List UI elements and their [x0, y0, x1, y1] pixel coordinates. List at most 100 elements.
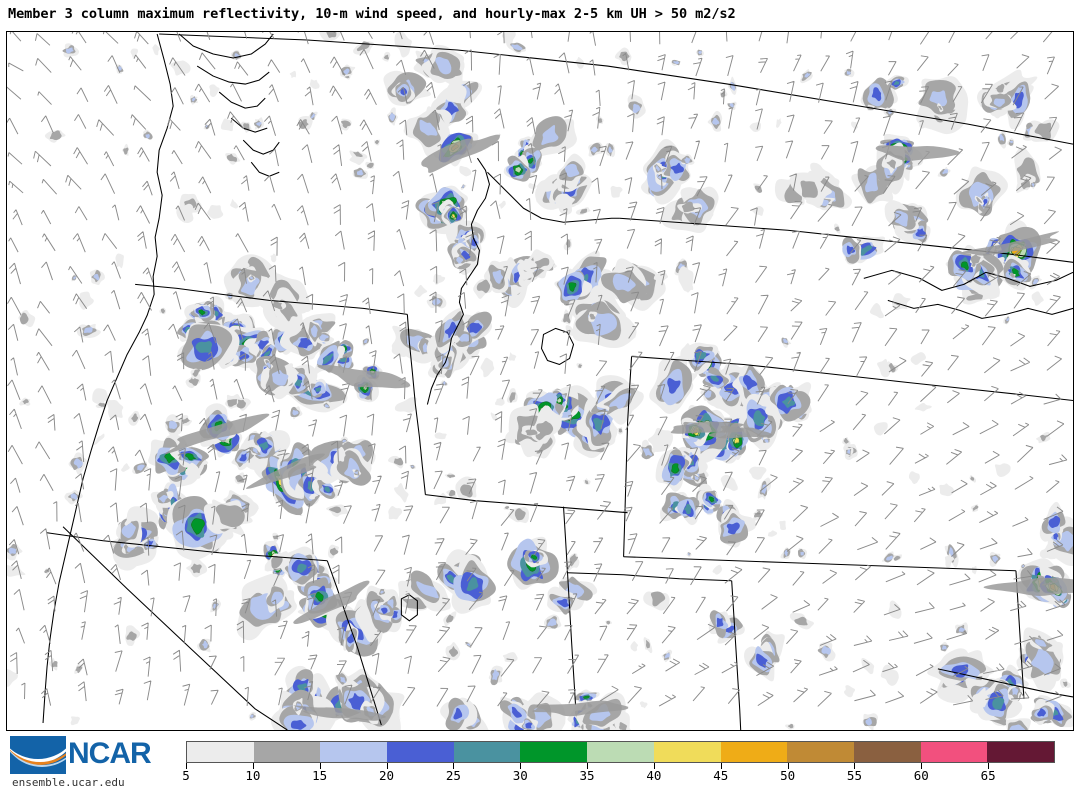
reflectivity-contour	[1031, 647, 1054, 677]
reflectivity-contour	[462, 185, 465, 189]
reflectivity-contour	[847, 449, 851, 454]
reflectivity-contour	[453, 707, 463, 720]
updraft-helicity-layer	[164, 133, 1073, 721]
reflectivity-contour	[290, 719, 307, 730]
reflectivity-contour	[508, 352, 517, 362]
reflectivity-contour	[354, 471, 359, 475]
reflectivity-contour	[7, 669, 18, 687]
reflectivity-contour	[683, 503, 692, 515]
reflectivity-contour	[664, 653, 670, 659]
reflectivity-contour	[888, 600, 902, 620]
reflectivity-contour	[708, 496, 715, 503]
reflectivity-contour	[684, 157, 691, 164]
reflectivity-contour	[249, 276, 254, 280]
reflectivity-contour	[650, 591, 666, 607]
reflectivity-contour	[513, 271, 522, 284]
reflectivity-contour	[941, 645, 947, 650]
reflectivity-contour	[339, 356, 348, 363]
reflectivity-contour	[366, 162, 374, 169]
uh-swath	[983, 577, 1073, 596]
reflectivity-contour	[198, 309, 206, 316]
reflectivity-contour	[70, 716, 80, 726]
reflectivity-contour	[309, 79, 320, 89]
reflectivity-contour	[235, 475, 245, 483]
reflectivity-contour	[49, 130, 62, 141]
reflectivity-contour	[348, 693, 365, 711]
reflectivity-contour	[942, 169, 949, 175]
reflectivity-contour	[764, 439, 769, 443]
colorbar-tick	[988, 763, 990, 769]
colorbar-label-60: 60	[913, 768, 929, 783]
colorbar-label-20: 20	[379, 768, 395, 783]
reflectivity-contour	[185, 462, 201, 480]
reflectivity-contour	[73, 458, 83, 469]
reflectivity-contour	[860, 245, 873, 256]
reflectivity-contour	[846, 70, 851, 75]
reflectivity-contour	[1062, 681, 1068, 687]
colorbar-level-40	[653, 742, 721, 762]
reflectivity-contour	[182, 417, 190, 425]
reflectivity-contour	[124, 516, 132, 526]
reflectivity-contour	[309, 493, 319, 500]
map-canvas[interactable]	[6, 31, 1074, 731]
reflectivity-contour	[123, 147, 129, 155]
reflectivity-contour	[590, 146, 598, 153]
reflectivity-contour	[1006, 317, 1010, 322]
reflectivity-contour	[521, 258, 535, 273]
reflectivity-contour	[619, 722, 628, 730]
reflectivity-contour	[992, 555, 999, 563]
reflectivity-contour	[673, 61, 680, 65]
reflectivity-contour	[394, 397, 417, 414]
reflectivity-contour	[1034, 639, 1047, 647]
reflectivity-contour	[687, 553, 690, 556]
reflectivity-contour	[1022, 564, 1025, 568]
reflectivity-contour	[448, 646, 459, 657]
reflectivity-contour	[982, 199, 988, 207]
reflectivity-contour	[767, 530, 778, 537]
reflectivity-contour	[695, 352, 707, 361]
colorbar-tick	[787, 763, 789, 769]
reflectivity-contour	[19, 312, 29, 325]
reflectivity-contour	[192, 97, 196, 102]
reflectivity-contour	[787, 723, 794, 729]
reflectivity-contour	[612, 273, 636, 292]
colorbar-level-25	[453, 742, 521, 762]
uh-swath	[962, 231, 1060, 256]
uh-swath	[532, 700, 630, 717]
reflectivity-contour	[534, 708, 553, 728]
reflectivity-contour	[525, 429, 538, 436]
reflectivity-contour	[75, 666, 83, 674]
reflectivity-contour	[564, 163, 580, 178]
reflectivity-contour	[844, 685, 856, 698]
reflectivity-contour	[555, 193, 575, 216]
reflectivity-contour	[514, 166, 522, 174]
colorbar-level-10	[253, 742, 321, 762]
reflectivity-contour	[894, 210, 908, 228]
reflectivity-contour	[502, 652, 518, 663]
reflectivity-contour	[749, 122, 762, 132]
reflectivity-contour	[873, 422, 888, 436]
colorbar-level-45	[720, 742, 788, 762]
reflectivity-contour	[608, 146, 613, 153]
reflectivity-contour	[310, 113, 316, 119]
reflectivity-contour	[938, 105, 943, 110]
reflectivity-contour	[480, 357, 495, 378]
reflectivity-contour	[1031, 291, 1044, 306]
reflectivity-contour	[871, 87, 882, 102]
colorbar: 5 10 15 20 25 30 35 40 45 50 55 60 65	[182, 741, 1055, 787]
ncar-logo-mark	[10, 736, 66, 774]
reflectivity-contour	[834, 226, 840, 232]
reflectivity-contour	[893, 80, 900, 86]
reflectivity-contour	[192, 369, 201, 377]
reflectivity-contour	[504, 506, 510, 510]
reflectivity-contour	[528, 183, 537, 190]
reflectivity-contour	[1048, 515, 1061, 528]
reflectivity-contour	[98, 402, 107, 407]
reflectivity-contour	[636, 298, 642, 308]
reflectivity-contour	[190, 563, 202, 574]
footer: NCAR ensemble.ucar.edu 5 10 15 20 25 30 35 40 45…	[0, 733, 1080, 792]
reflectivity-contour	[970, 254, 981, 265]
reflectivity-contour	[329, 506, 342, 514]
reflectivity-contour	[851, 121, 858, 131]
